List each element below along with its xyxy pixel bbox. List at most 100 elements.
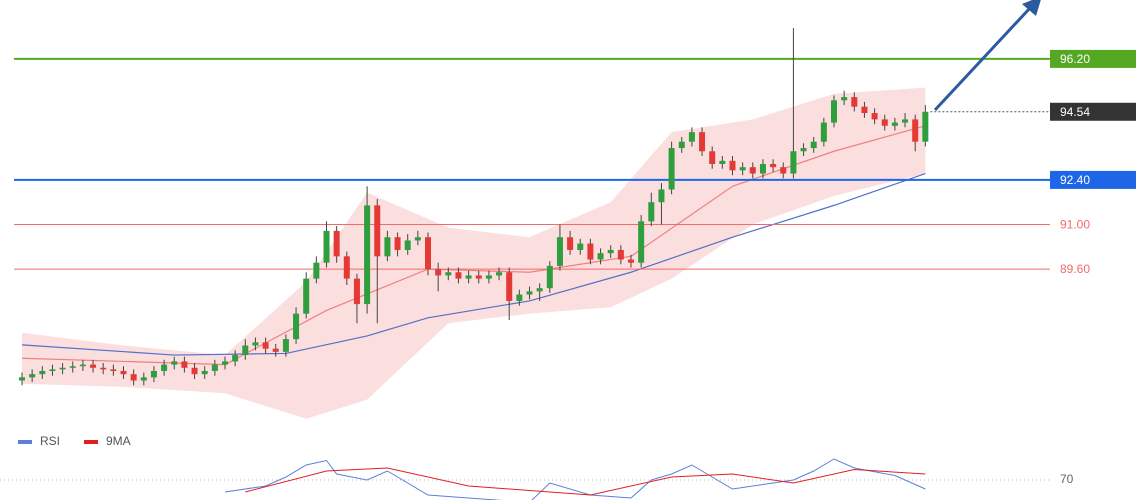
candle-body <box>709 151 716 164</box>
legend-swatch <box>84 440 98 444</box>
level-box <box>1050 49 1136 68</box>
candle-body <box>922 111 929 142</box>
candle-body <box>100 367 107 370</box>
candle-body <box>404 240 411 250</box>
moving-average <box>21 125 926 366</box>
candle-body <box>516 294 523 301</box>
candle-body <box>556 237 563 266</box>
candle-body <box>455 272 462 279</box>
level-box <box>1050 170 1136 189</box>
candle-body <box>69 366 76 368</box>
candle-body <box>110 369 117 371</box>
candle-body <box>820 122 827 142</box>
candle-body <box>699 132 706 152</box>
candle-body <box>770 163 777 168</box>
candle-body <box>323 230 330 263</box>
candle-body <box>780 167 787 174</box>
candle-body <box>39 370 46 375</box>
candle-body <box>343 256 350 279</box>
candle-body <box>303 278 310 314</box>
level-label: 89.60 <box>1060 262 1090 276</box>
candle-body <box>577 243 584 250</box>
candle-body <box>59 367 66 370</box>
candle-body <box>191 367 198 375</box>
candle-body <box>465 275 472 279</box>
candle-body <box>790 151 797 174</box>
candle-body <box>506 272 513 301</box>
arrow-head <box>1022 0 1041 16</box>
candle-body <box>232 355 239 362</box>
candle-body <box>394 237 401 250</box>
candle-body <box>617 249 624 260</box>
candle-body <box>353 278 360 305</box>
candle-body <box>881 119 888 126</box>
legend-label: 9MA <box>106 434 131 448</box>
candle-body <box>729 160 736 171</box>
moving-average <box>21 172 926 356</box>
candle-body <box>425 237 431 270</box>
candle-body <box>851 97 858 107</box>
candle-body <box>333 230 340 257</box>
level-label: 96.20 <box>1060 52 1090 66</box>
candle-body <box>891 122 898 126</box>
candle-body <box>648 202 655 222</box>
candle-body <box>140 377 147 381</box>
candle-body <box>435 269 442 276</box>
candle-body <box>150 370 157 378</box>
rsi-tick-label: 70 <box>1060 472 1074 486</box>
candle-body <box>130 374 137 381</box>
candle-body <box>831 100 837 123</box>
candle-body <box>759 163 766 174</box>
candle-body <box>607 249 614 254</box>
candle-body <box>587 243 594 260</box>
candle-body <box>810 141 817 149</box>
candle-body <box>668 148 675 190</box>
candle-body <box>201 370 208 375</box>
candle-body <box>800 148 807 152</box>
candle-body <box>272 348 279 352</box>
candle-body <box>293 313 300 340</box>
candle-body <box>313 262 320 279</box>
candle-body <box>485 275 492 279</box>
candle-body <box>282 339 289 352</box>
candle-body <box>384 237 391 257</box>
candle-body <box>262 342 269 349</box>
candle-body <box>638 221 645 263</box>
candle-body <box>29 374 36 378</box>
candle-body <box>536 288 543 292</box>
candle-body <box>222 361 228 365</box>
candle-body <box>242 345 249 356</box>
legend-swatch <box>18 440 32 444</box>
candle-body <box>912 119 919 142</box>
candle-body <box>567 237 574 250</box>
candle-body <box>374 205 381 257</box>
last-price-label: 94.54 <box>1060 105 1090 119</box>
bollinger-band <box>22 87 926 419</box>
rsi-line <box>245 467 926 496</box>
candle-body <box>475 275 482 279</box>
candle-body <box>79 364 86 367</box>
candle-body <box>861 106 868 114</box>
candle-body <box>749 167 756 174</box>
candle-body <box>597 253 604 260</box>
candle-body <box>902 119 909 123</box>
candle-body <box>719 160 726 164</box>
candle-body <box>678 141 685 149</box>
candle-body <box>688 132 695 142</box>
candle-body <box>628 259 634 263</box>
candle-body <box>120 370 127 375</box>
candle-body <box>496 272 503 276</box>
candle-body <box>546 265 553 289</box>
candle-body <box>49 369 56 371</box>
trend-arrow <box>933 6 1032 112</box>
candle-body <box>161 364 168 371</box>
candle-body <box>364 205 371 305</box>
level-label: 91.00 <box>1060 218 1090 232</box>
candle-body <box>252 342 259 346</box>
candle-body <box>841 97 848 101</box>
candle-body <box>90 364 97 368</box>
candle-body <box>171 361 178 365</box>
candle-body <box>739 167 746 171</box>
candle-body <box>658 189 665 203</box>
